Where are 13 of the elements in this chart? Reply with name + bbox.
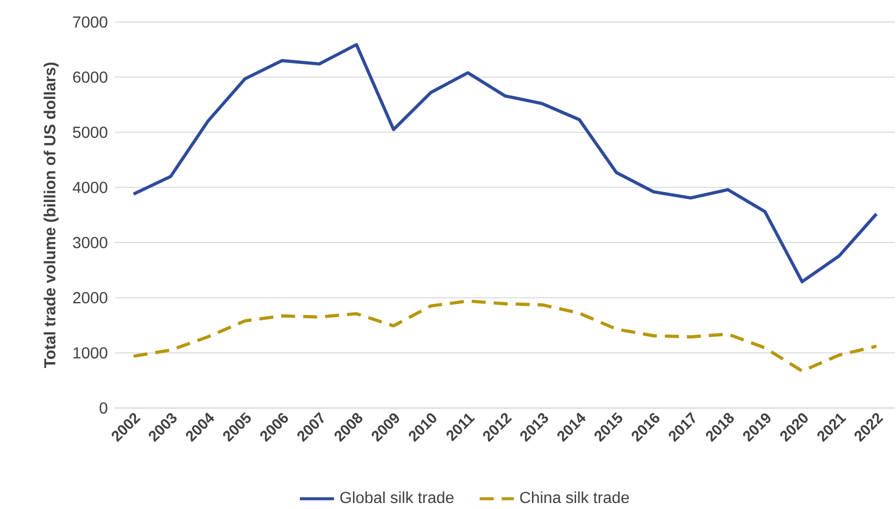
y-tick-label: 1000 [74,347,108,359]
line-series [132,43,878,284]
legend-label: Global silk trade [340,491,454,504]
y-tick-label: 0 [100,402,108,414]
y-tick-label: 4000 [72,182,108,194]
line-series [132,299,878,373]
y-tick-label: 2000 [73,292,108,304]
y-tick-label: 7000 [73,16,108,28]
y-axis-title: Total trade volume (billion of US dollars) [44,62,59,368]
y-tick-label: 3000 [72,236,108,248]
y-tick-label: 5000 [72,126,108,138]
legend-label: China silk trade [520,491,629,504]
y-tick-label: 6000 [73,71,108,83]
